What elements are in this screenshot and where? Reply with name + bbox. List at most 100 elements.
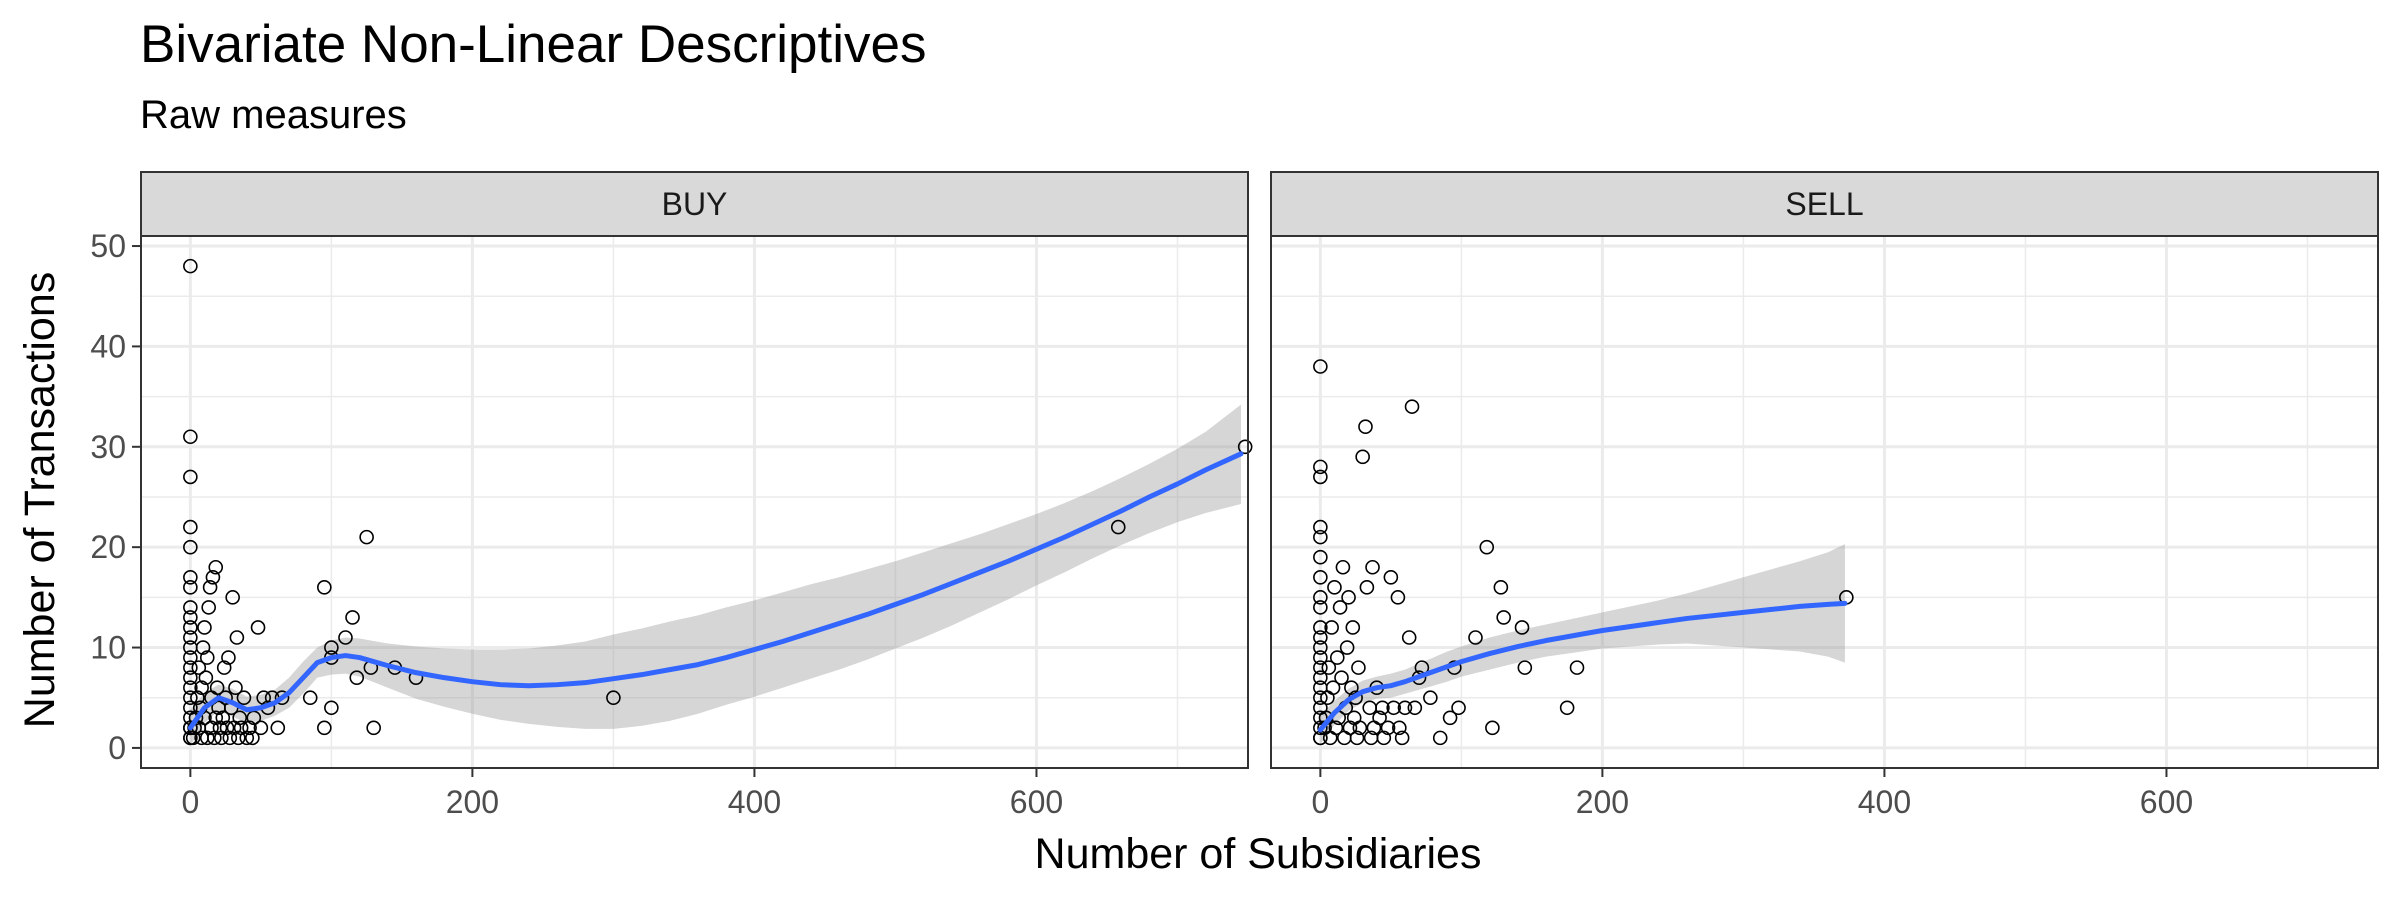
data-point bbox=[204, 720, 219, 736]
data-point bbox=[250, 620, 266, 635]
data-point bbox=[324, 700, 339, 716]
data-point bbox=[202, 580, 218, 595]
data-point bbox=[190, 690, 205, 706]
x-tick-label: 200 bbox=[446, 784, 499, 820]
data-point bbox=[1383, 569, 1399, 585]
data-point bbox=[195, 640, 211, 655]
data-point bbox=[270, 720, 286, 736]
data-point bbox=[1514, 620, 1530, 635]
data-point bbox=[1397, 700, 1413, 716]
data-point bbox=[1349, 730, 1365, 746]
data-point bbox=[324, 640, 339, 655]
data-point bbox=[225, 590, 240, 605]
data-point bbox=[212, 720, 228, 736]
data-point bbox=[199, 650, 215, 665]
data-point bbox=[232, 710, 248, 726]
data-point bbox=[1334, 670, 1349, 685]
x-tick-label: 600 bbox=[1010, 784, 1063, 820]
data-point bbox=[1313, 630, 1328, 645]
data-point bbox=[222, 730, 238, 746]
x-tick-label: 400 bbox=[1858, 784, 1911, 820]
data-point bbox=[1339, 640, 1355, 655]
data-point bbox=[1355, 449, 1370, 465]
data-point bbox=[1365, 559, 1380, 575]
data-point bbox=[205, 569, 221, 585]
data-point bbox=[242, 720, 257, 736]
data-point bbox=[219, 720, 235, 736]
y-tick-label: 0 bbox=[108, 730, 126, 766]
data-point bbox=[1392, 720, 1407, 736]
data-point bbox=[183, 670, 198, 685]
data-point bbox=[1380, 720, 1396, 736]
data-point bbox=[1401, 630, 1417, 645]
data-point bbox=[338, 630, 353, 645]
panel-background bbox=[1271, 236, 2378, 768]
data-point bbox=[1313, 690, 1328, 706]
data-point bbox=[1313, 660, 1328, 675]
data-point bbox=[245, 730, 260, 746]
data-point bbox=[1313, 359, 1328, 374]
data-point bbox=[1485, 720, 1500, 736]
data-point bbox=[1313, 710, 1328, 726]
facet-strip bbox=[140, 171, 1249, 237]
data-point bbox=[183, 539, 198, 555]
data-point bbox=[1386, 700, 1401, 716]
data-point bbox=[1313, 469, 1328, 485]
confidence-band bbox=[1320, 544, 1845, 744]
data-point bbox=[221, 650, 236, 665]
data-point bbox=[1329, 650, 1345, 665]
data-point bbox=[1313, 569, 1328, 585]
data-point bbox=[1342, 720, 1358, 736]
data-point bbox=[1341, 590, 1356, 605]
data-point bbox=[199, 730, 215, 746]
data-point bbox=[236, 690, 252, 706]
data-point bbox=[366, 720, 381, 736]
data-point bbox=[183, 519, 198, 535]
data-point bbox=[1358, 419, 1373, 435]
confidence-band bbox=[190, 404, 1241, 746]
data-point bbox=[183, 429, 198, 445]
data-points bbox=[1313, 359, 1854, 746]
data-point bbox=[209, 680, 225, 695]
data-point bbox=[246, 710, 262, 726]
data-point bbox=[1407, 700, 1423, 716]
data-point bbox=[302, 690, 318, 706]
data-point bbox=[208, 710, 224, 726]
data-point bbox=[1517, 660, 1533, 675]
data-point bbox=[1569, 660, 1585, 675]
data-point bbox=[1237, 439, 1253, 455]
data-point bbox=[198, 670, 214, 685]
data-point bbox=[208, 559, 224, 575]
facet-strip-label: BUY bbox=[662, 186, 728, 222]
data-point bbox=[201, 600, 216, 615]
data-point bbox=[1451, 700, 1466, 716]
data-points bbox=[183, 258, 1253, 746]
data-point bbox=[183, 600, 198, 615]
data-point bbox=[231, 730, 246, 746]
data-point bbox=[1359, 580, 1375, 595]
data-point bbox=[194, 680, 209, 695]
data-point bbox=[1559, 700, 1575, 716]
data-point bbox=[1493, 580, 1509, 595]
x-tick-label: 600 bbox=[2140, 784, 2193, 820]
data-point bbox=[1394, 730, 1410, 746]
panel-grid bbox=[1271, 236, 2378, 768]
smooth-line bbox=[187, 451, 1244, 731]
data-point bbox=[183, 680, 198, 695]
data-point bbox=[1313, 549, 1328, 565]
data-point bbox=[183, 580, 198, 595]
data-point bbox=[183, 258, 198, 274]
data-point bbox=[1468, 630, 1483, 645]
facet-panel-sell: SELL bbox=[1270, 171, 2379, 769]
chart-subtitle: Raw measures bbox=[140, 93, 407, 137]
data-point bbox=[1372, 710, 1387, 726]
smooth-line bbox=[1317, 600, 1848, 733]
data-point bbox=[1324, 620, 1339, 635]
data-point bbox=[188, 710, 204, 726]
data-point bbox=[1404, 399, 1420, 414]
x-axis-buy: 0 200 400 600 bbox=[181, 768, 1063, 820]
data-point bbox=[215, 710, 231, 726]
data-point bbox=[183, 469, 198, 485]
data-point bbox=[183, 569, 198, 585]
x-axis-title: Number of Subsidiaries bbox=[1035, 830, 1482, 878]
